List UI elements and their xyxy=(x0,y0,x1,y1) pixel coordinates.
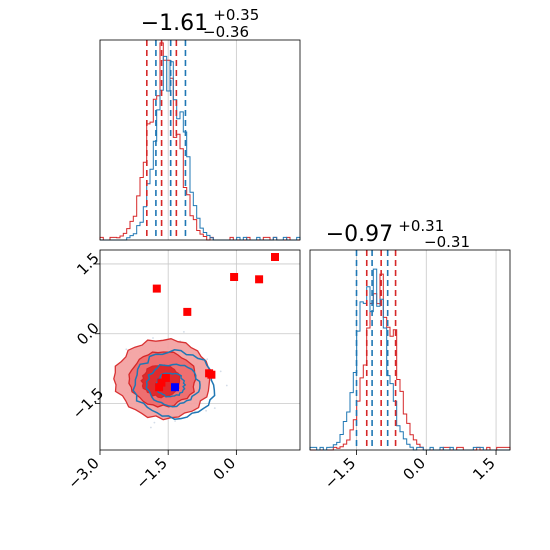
marginal-y-title-value: −0.97 xyxy=(326,222,393,247)
marginal-y-title: −0.97 +0.31 xyxy=(326,217,444,247)
marginal-x-title-sub: −0.36 xyxy=(203,23,249,41)
joint-x-tick-label: −3.0 xyxy=(64,454,102,492)
blue-marker xyxy=(171,383,179,392)
marginal-y-histogram-blue xyxy=(309,268,510,451)
red-marker xyxy=(230,273,239,281)
joint-x-tick-label: 0.0 xyxy=(210,454,240,484)
marginal-x-title-sup: +0.35 xyxy=(213,6,259,24)
marginal-x-frame xyxy=(99,39,301,241)
blue-contour-outer xyxy=(132,349,216,420)
joint-sample-dot xyxy=(125,348,128,351)
joint-y-tick-label: 1.5 xyxy=(73,249,103,279)
joint-sample-dot xyxy=(206,358,209,361)
joint-sample-dot xyxy=(225,384,228,387)
red-marker xyxy=(157,378,166,387)
joint-sample-dot xyxy=(219,370,222,373)
joint-points xyxy=(152,253,279,392)
red-marker xyxy=(183,307,192,316)
marginal-y-frame xyxy=(309,249,511,451)
marginal-x-title: −1.61 +0.35 xyxy=(141,6,259,36)
joint-panel: −3.0 −1.5 0.0 −1.5 0.0 1.5 xyxy=(64,249,301,493)
red-marker xyxy=(152,284,161,293)
marginal-y-x-ticks: −1.5 0.0 1.5 xyxy=(321,450,499,493)
marginal-x-histogram-red xyxy=(99,42,300,241)
joint-x-tick-label: −1.5 xyxy=(133,454,171,492)
joint-sample-dot xyxy=(150,426,152,429)
joint-sample-dot xyxy=(153,421,156,424)
marginal-x-grid xyxy=(99,40,237,240)
marginal-x-panel: −1.61 +0.35 −0.36 xyxy=(99,6,301,241)
joint-x-ticks: −3.0 −1.5 0.0 xyxy=(64,450,239,493)
marginal-y-histogram-red xyxy=(310,273,511,451)
marginal-x-quantile-lines xyxy=(146,40,187,240)
marginal-y-title-sup: +0.31 xyxy=(398,217,444,235)
marginal-y-grid xyxy=(356,250,497,450)
marginal-y-x-tick-label: 0.0 xyxy=(400,454,430,484)
marginal-y-title-sub: −0.31 xyxy=(424,233,470,251)
blue-contour-middle xyxy=(145,363,201,408)
red-marker xyxy=(207,370,216,379)
marginal-y-panel: −1.5 0.0 1.5 −0.97 +0.31 −0.31 xyxy=(309,217,511,493)
red-marker xyxy=(161,373,170,382)
red-marker xyxy=(155,383,164,392)
marginal-x-histograms xyxy=(99,42,301,241)
marginal-y-histograms xyxy=(309,268,511,451)
red-marker xyxy=(255,275,264,284)
joint-sample-dot xyxy=(152,337,154,339)
red-marker xyxy=(271,253,279,261)
joint-y-tick-label: 0.0 xyxy=(73,319,103,349)
joint-sample-dot xyxy=(194,410,196,413)
marginal-x-histogram-blue xyxy=(100,55,301,241)
joint-sample-dot xyxy=(213,407,216,409)
marginal-y-x-tick-label: 1.5 xyxy=(469,454,499,484)
joint-frame xyxy=(99,249,301,451)
marginal-y-quantile-lines xyxy=(355,250,397,450)
joint-sample-dot xyxy=(183,331,185,333)
joint-y-ticks: −1.50.01.5 xyxy=(69,249,107,423)
marginal-y-x-tick-label: −1.5 xyxy=(321,454,359,492)
joint-sample-dot xyxy=(205,409,208,412)
marginal-x-title-value: −1.61 xyxy=(141,11,208,36)
joint-sample-dot xyxy=(174,420,177,422)
